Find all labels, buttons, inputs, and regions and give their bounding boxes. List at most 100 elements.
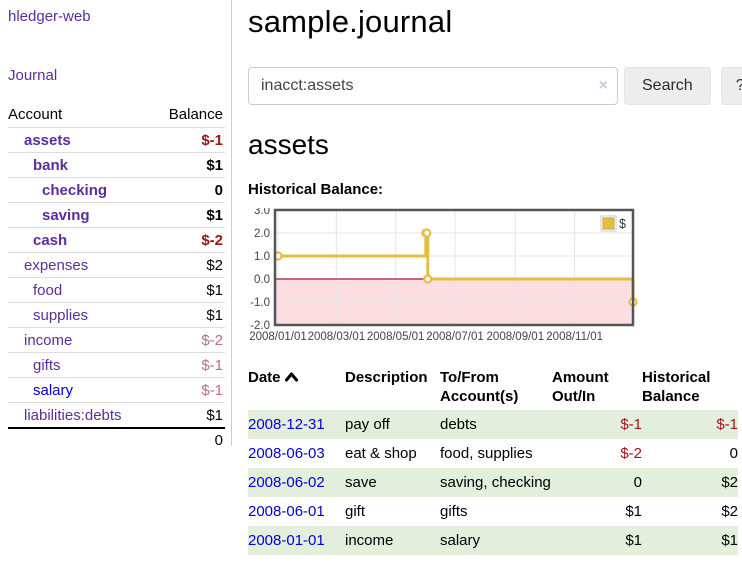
sidebar: hledger-web Journal Account Balance asse… (0, 0, 232, 449)
sidebar-account-link[interactable]: saving (42, 206, 90, 224)
accounts-header-balance: Balance (168, 106, 223, 123)
register-date-link[interactable]: 2008-06-02 (248, 474, 325, 491)
register-accounts-cell: debts (440, 416, 477, 433)
register-date-link[interactable]: 2008-01-01 (248, 532, 325, 549)
sidebar-account-link[interactable]: checking (42, 181, 108, 199)
register-description-cell: save (345, 474, 377, 491)
svg-text:-1.0: -1.0 (250, 297, 270, 309)
search-button[interactable]: Search (624, 67, 711, 105)
col-header-description: Description (345, 369, 428, 386)
col-header-balance: Historical Balance (642, 369, 711, 405)
brand-link[interactable]: hledger-web (8, 8, 91, 25)
register-accounts-cell: saving, checking (440, 474, 551, 491)
sidebar-account-row: salary $-1 (8, 377, 225, 402)
chart-title: Historical Balance: (248, 181, 384, 198)
register-amount-cell: $-1 (620, 416, 642, 433)
svg-text:2008/03/01: 2008/03/01 (308, 331, 366, 343)
svg-text:2008/01/01: 2008/01/01 (249, 331, 307, 343)
sort-asc-icon (284, 368, 298, 387)
sidebar-account-row: supplies $1 (8, 302, 225, 327)
register-date-link[interactable]: 2008-12-31 (248, 416, 325, 433)
page-title: sample.journal (248, 4, 453, 39)
svg-text:2008/09/01: 2008/09/01 (487, 331, 545, 343)
sidebar-account-balance: $-1 (201, 381, 223, 399)
accounts-tree: Account Balance assets $-1 bank $1 checking 0… (8, 102, 225, 451)
sidebar-account-link[interactable]: liabilities:debts (24, 406, 122, 424)
register-date-link[interactable]: 2008-06-01 (248, 503, 325, 520)
sidebar-account-row: bank $1 (8, 152, 225, 177)
register-balance-cell: $1 (721, 532, 738, 549)
sidebar-account-balance: $-1 (201, 356, 223, 374)
clear-search-icon[interactable]: × (598, 77, 608, 94)
sidebar-account-row: food $1 (8, 277, 225, 302)
register-description-cell: eat & shop (345, 445, 417, 462)
sidebar-account-link[interactable]: cash (33, 231, 68, 249)
sidebar-account-row: expenses $2 (8, 252, 225, 277)
register-date-cell: 2008-12-31 (248, 410, 345, 439)
sidebar-account-row: assets $-1 (8, 127, 225, 152)
help-button[interactable]: ? (720, 67, 742, 105)
search-input[interactable] (248, 67, 618, 105)
accounts-header-row: Account Balance (8, 102, 225, 127)
register-date-cell: 2008-01-01 (248, 526, 345, 555)
sidebar-account-link[interactable]: supplies (33, 306, 89, 324)
search-field-wrap: × (248, 67, 618, 105)
sidebar-account-row: checking 0 (8, 177, 225, 202)
col-header-accounts: To/From Account(s) (440, 369, 519, 405)
sidebar-account-balance: $1 (206, 406, 223, 424)
nav-journal-link[interactable]: Journal (8, 67, 58, 84)
col-header-date[interactable]: Date (248, 364, 345, 410)
svg-text:2008/05/01: 2008/05/01 (367, 331, 425, 343)
register-accounts-cell: salary (440, 532, 481, 549)
register-date-cell: 2008-06-03 (248, 439, 345, 468)
register-balance-cell: 0 (729, 445, 738, 462)
main-content: sample.journal × Search ? assets Histori… (232, 0, 742, 582)
register-amount-cell: $-2 (620, 445, 642, 462)
search-bar: × Search ? (248, 67, 742, 105)
accounts-total-row: 0 (8, 427, 225, 451)
sidebar-account-link[interactable]: income (24, 331, 73, 349)
sidebar-account-row: cash $-2 (8, 227, 225, 252)
svg-text:0.0: 0.0 (254, 274, 270, 286)
register-table: Date Description To/From Account(s) Amou… (248, 364, 738, 555)
sidebar-account-balance: $-2 (201, 331, 223, 349)
register-amount-cell: $1 (625, 532, 642, 549)
accounts-header-account: Account (8, 106, 63, 123)
register-row[interactable]: 2008-06-02 save saving, checking 0 $2 (248, 468, 738, 497)
register-amount-cell: $1 (625, 503, 642, 520)
register-accounts-cell: food, supplies (440, 445, 533, 462)
sidebar-account-link[interactable]: food (33, 281, 63, 299)
account-heading: assets (248, 129, 329, 160)
register-date-link[interactable]: 2008-06-03 (248, 445, 325, 462)
register-description-cell: income (345, 532, 394, 549)
register-row[interactable]: 2008-06-01 gift gifts $1 $2 (248, 497, 738, 526)
register-balance-cell: $-1 (716, 416, 738, 433)
historical-balance-chart: 3.0 2.0 1.0 0.0 -1.0 -2.0 2008/01/01 2008/03/01… (248, 208, 742, 346)
register-description-cell: gift (345, 503, 366, 520)
register-header-row: Date Description To/From Account(s) Amou… (248, 364, 738, 410)
register-row[interactable]: 2008-12-31 pay off debts $-1 $-1 (248, 410, 738, 439)
sidebar-account-balance: $1 (206, 206, 223, 224)
svg-text:2.0: 2.0 (254, 228, 270, 240)
sidebar-account-balance: $-2 (201, 231, 223, 249)
register-amount-cell: 0 (633, 474, 642, 491)
chart-legend-label: $ (619, 217, 626, 231)
svg-text:2008/11/01: 2008/11/01 (546, 331, 603, 343)
sidebar-account-link[interactable]: expenses (24, 256, 89, 274)
register-row[interactable]: 2008-01-01 income salary $1 $1 (248, 526, 738, 555)
svg-text:-2.0: -2.0 (250, 320, 270, 332)
sidebar-account-balance: $1 (206, 281, 223, 299)
sidebar-account-link[interactable]: gifts (33, 356, 61, 374)
register-balance-cell: $2 (721, 503, 738, 520)
col-header-amount: Amount Out/In (552, 369, 609, 405)
sidebar-account-balance: $1 (206, 156, 223, 174)
sidebar-account-link[interactable]: bank (33, 156, 69, 174)
sidebar-account-row: saving $1 (8, 202, 225, 227)
sidebar-account-balance: $2 (206, 256, 223, 274)
register-row[interactable]: 2008-06-03 eat & shop food, supplies $-2 0 (248, 439, 738, 468)
sidebar-account-link[interactable]: assets (24, 131, 71, 149)
sidebar-account-link[interactable]: salary (33, 381, 74, 399)
app-brand: hledger-web (8, 8, 225, 25)
svg-text:1.0: 1.0 (254, 251, 270, 263)
register-accounts-cell: gifts (440, 503, 468, 520)
